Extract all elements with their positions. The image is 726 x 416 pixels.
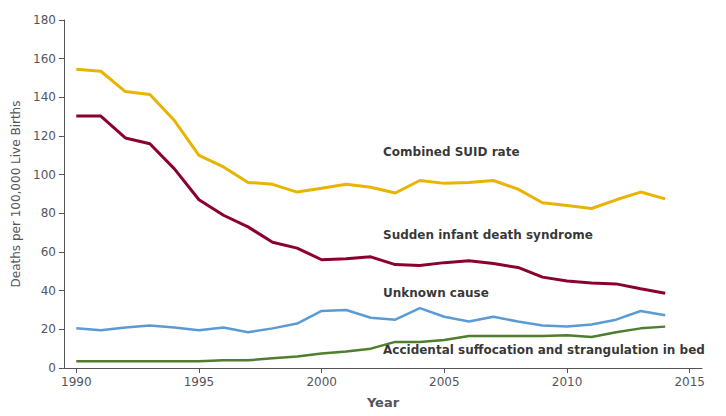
svg-text:Accidental suffocation and str: Accidental suffocation and strangulation…: [383, 343, 705, 357]
svg-text:20: 20: [41, 322, 56, 336]
svg-text:120: 120: [33, 129, 56, 143]
svg-text:100: 100: [33, 168, 56, 182]
svg-text:Combined SUID rate: Combined SUID rate: [383, 145, 520, 159]
svg-text:0: 0: [48, 361, 56, 375]
svg-text:160: 160: [33, 52, 56, 66]
svg-text:60: 60: [41, 245, 56, 259]
svg-text:180: 180: [33, 13, 56, 27]
svg-text:2010: 2010: [552, 375, 583, 389]
svg-text:Sudden infant death syndrome: Sudden infant death syndrome: [383, 228, 593, 242]
svg-text:2015: 2015: [674, 375, 705, 389]
svg-text:2000: 2000: [306, 375, 337, 389]
svg-text:1990: 1990: [61, 375, 92, 389]
svg-text:Year: Year: [366, 395, 400, 410]
svg-text:Unknown cause: Unknown cause: [383, 286, 489, 300]
svg-text:80: 80: [41, 206, 56, 220]
svg-text:2005: 2005: [429, 375, 460, 389]
svg-text:Deaths per 100,000 Live Births: Deaths per 100,000 Live Births: [9, 101, 23, 288]
svg-text:140: 140: [33, 90, 56, 104]
svg-text:40: 40: [41, 284, 56, 298]
svg-text:1995: 1995: [184, 375, 215, 389]
